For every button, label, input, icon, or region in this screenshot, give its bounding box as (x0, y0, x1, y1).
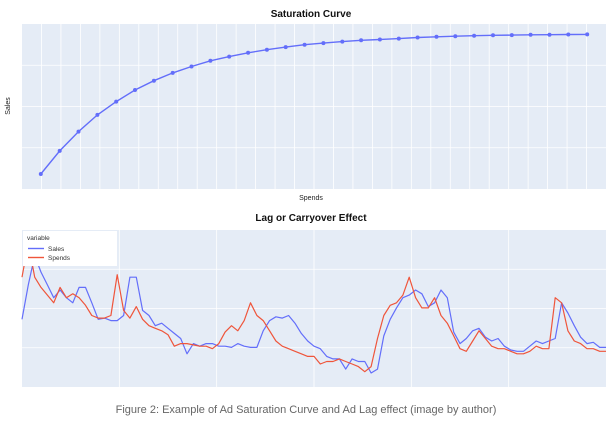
saturation-gridlines (22, 24, 606, 189)
lag-series (21, 242, 606, 374)
saturation-x-axis-label: Spends (299, 195, 323, 202)
saturation-point (434, 34, 439, 39)
saturation-y-axis-label: Sales (5, 97, 12, 115)
saturation-point (585, 32, 590, 37)
saturation-point (453, 34, 458, 39)
lag-legend: variable Sales Spends (23, 231, 117, 266)
saturation-point (133, 88, 137, 92)
sales-line (21, 254, 606, 374)
saturation-point (509, 33, 514, 38)
saturation-point (547, 32, 552, 37)
saturation-point (95, 112, 100, 117)
saturation-point (377, 37, 382, 42)
saturation-point (227, 54, 232, 59)
saturation-line (40, 33, 588, 175)
saturation-point (321, 41, 326, 46)
lag-gridlines (22, 230, 606, 387)
saturation-point (302, 42, 307, 47)
legend-label-sales: Sales (48, 246, 65, 253)
saturation-point (264, 47, 269, 52)
legend-label-spends: Spends (48, 255, 71, 262)
saturation-point (283, 45, 288, 50)
saturation-point (415, 35, 420, 40)
saturation-point (208, 58, 213, 63)
saturation-point (76, 129, 81, 134)
saturation-point (170, 70, 175, 75)
saturation-point (359, 38, 364, 43)
saturation-point (114, 99, 119, 104)
figure-caption: Figure 2: Example of Ad Saturation Curve… (115, 404, 497, 416)
figure-canvas: Saturation Curve Spends Sales Lag or Car… (5, 9, 606, 387)
saturation-point (528, 32, 533, 37)
lag-chart-title: Lag or Carryover Effect (255, 213, 367, 224)
saturation-point (566, 32, 571, 37)
saturation-point (246, 50, 251, 55)
saturation-point (472, 33, 477, 38)
saturation-point (340, 39, 345, 44)
saturation-point (57, 148, 62, 153)
saturation-point (189, 64, 194, 69)
saturation-point (396, 36, 401, 41)
saturation-chart-title: Saturation Curve (271, 9, 352, 20)
saturation-chart: Saturation Curve Spends Sales (5, 9, 606, 202)
legend-title: variable (27, 235, 50, 242)
saturation-point (38, 172, 43, 176)
saturation-point (491, 33, 495, 38)
spends-line (21, 242, 606, 373)
saturation-point (151, 78, 156, 83)
lag-chart: Lag or Carryover Effect variable Sales S… (21, 213, 606, 387)
saturation-series (38, 32, 590, 176)
